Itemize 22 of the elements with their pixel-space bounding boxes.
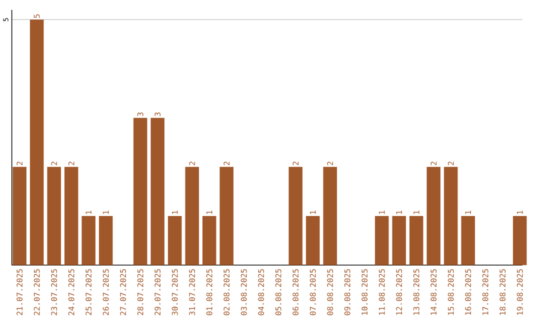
bar — [409, 216, 424, 266]
bar — [185, 166, 199, 266]
bar — [150, 118, 164, 266]
bar — [64, 166, 78, 266]
bar — [306, 216, 320, 266]
bar — [30, 20, 44, 266]
bar — [461, 216, 475, 266]
bar — [12, 166, 26, 266]
bar — [98, 216, 113, 266]
bar — [133, 118, 148, 266]
bar — [444, 166, 458, 266]
bar — [202, 216, 216, 266]
bar — [168, 216, 182, 266]
bar — [82, 216, 96, 266]
bar — [426, 166, 440, 266]
bar — [323, 166, 337, 266]
bar — [220, 166, 234, 266]
bar — [392, 216, 406, 266]
bar — [374, 216, 389, 266]
bar — [288, 166, 302, 266]
bar — [47, 166, 61, 266]
bar — [512, 216, 527, 266]
